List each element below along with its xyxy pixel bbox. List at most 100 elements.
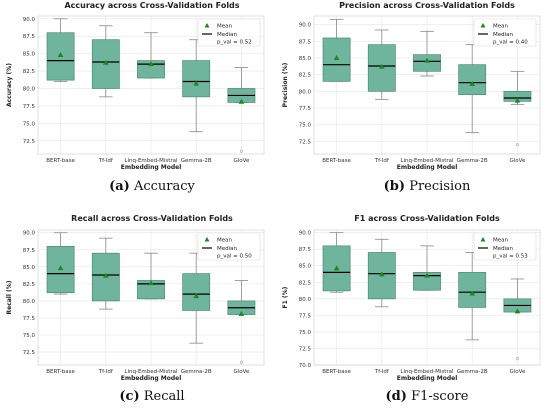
box-linq-embed-mistral [413,54,441,72]
mean-marker [333,55,340,60]
plot-area [37,229,265,366]
x-tick-label: Gemma-2B [457,158,488,164]
legend-median-label: Median [493,32,514,38]
mean-marker [514,97,521,103]
y-tick-label: 90.0 [299,23,312,29]
caption-text: Precision [405,179,471,194]
y-tick-label: 87.5 [23,34,36,40]
y-tick-label: 77.5 [23,316,36,322]
legend-pval-label: p_val = 0.52 [217,40,252,46]
chart-panel-3: 72.5 75.0 77.5 80.0 82.5 85.0 87.5 90.0 BERT-bas… [6,214,265,404]
x-tick-label: Tf-Idf [374,369,390,375]
y-tick-label: 82.5 [23,69,36,75]
legend-mean-label: Mean [217,24,232,30]
y-tick-label: 72.5 [23,139,36,145]
legend-mean-marker [204,237,210,242]
caption-letter: (c) [119,389,139,404]
legend: Mean Median p_val = 0.40 [473,18,537,47]
y-tick-label: 80.0 [299,89,312,95]
x-tick-label: Gemma-2B [457,369,488,375]
outlier-point [515,143,519,147]
mean-marker [424,57,430,63]
x-axis-label: Embedding Model [121,375,182,382]
chart-title: F1 across Cross-Validation Folds [354,214,500,223]
y-tick-label: 75.0 [23,121,36,127]
x-tick-label: GloVe [509,158,525,164]
box-linq-embed-mistral [413,272,441,291]
legend-mean-label: Mean [217,238,232,244]
x-tick-label: Linq-Embed-Mistral [400,158,454,164]
mean-marker [148,280,154,286]
caption-text: F1-score [407,389,469,404]
y-axis-label: F1 (%) [282,286,289,308]
y-tick-label: 77.5 [299,313,312,319]
legend-mean-marker [204,23,210,28]
x-tick-label: Tf-Idf [98,158,114,164]
x-tick-label: Linq-Embed-Mistral [400,369,454,375]
x-tick-label: BERT-base [322,369,351,375]
caption-letter: (d) [386,389,407,404]
mean-marker [469,81,475,86]
caption-letter: (a) [109,179,130,194]
chart-title: Recall across Cross-Validation Folds [71,214,233,223]
outlier-point [239,149,243,153]
y-tick-label: 85.0 [23,52,36,58]
y-tick-label: 87.5 [23,248,36,254]
figure-caption: (c) Recall [119,389,184,404]
y-tick-label: 72.5 [23,350,36,356]
y-tick-label: 85.0 [299,264,312,270]
x-tick-label: Tf-Idf [98,369,114,375]
x-axis-label: Embedding Model [121,164,182,171]
legend-median-label: Median [493,246,514,252]
plot-area [313,229,541,366]
legend-mean-marker [480,23,486,28]
legend-median-label: Median [217,246,238,252]
x-tick-label: Linq-Embed-Mistral [124,158,178,164]
y-tick-label: 77.5 [299,106,312,112]
y-axis-label: Precision (%) [282,62,289,107]
y-tick-label: 90.0 [299,231,312,237]
figure-caption: (a) Accuracy [109,179,195,194]
y-tick-label: 90.0 [23,17,36,23]
x-tick-label: GloVe [509,369,525,375]
x-tick-label: Linq-Embed-Mistral [124,369,178,375]
y-tick-label: 87.5 [299,247,312,253]
box-gemma-2b [182,60,211,98]
x-tick-label: BERT-base [322,158,351,164]
y-tick-label: 82.5 [23,282,36,288]
y-tick-label: 75.0 [299,123,312,129]
x-tick-label: Gemma-2B [181,369,212,375]
figure-caption: (d) F1-score [386,389,469,404]
mean-marker [103,272,109,278]
y-axis-label: Accuracy (%) [6,63,13,107]
y-tick-label: 72.5 [299,346,312,352]
mean-marker [103,59,109,65]
caption-text: Accuracy [130,179,196,194]
y-tick-label: 75.0 [299,330,312,336]
y-tick-label: 85.0 [299,56,312,62]
y-tick-label: 87.5 [299,39,312,45]
chart-panel-2: 72.5 75.0 77.5 80.0 82.5 85.0 87.5 90.0 BERT-bas… [282,1,541,194]
x-tick-label: BERT-base [46,369,75,375]
legend: Mean Median p_val = 0.52 [197,18,261,47]
outlier-point [515,356,519,360]
x-tick-label: GloVe [233,369,249,375]
y-tick-label: 80.0 [299,297,312,303]
chart-panel-4: 70.0 72.5 75.0 77.5 80.0 82.5 85.0 87.5 90.0 BERT… [282,214,541,404]
box-linq-embed-mistral [137,60,165,79]
figure-caption: (b) Precision [384,179,471,194]
mean-marker [148,61,154,67]
y-tick-label: 82.5 [299,73,312,79]
mean-marker [238,98,245,104]
x-tick-label: Tf-Idf [374,158,390,164]
plot-area [313,15,541,155]
legend-median-label: Median [217,32,238,38]
legend-box [197,18,261,47]
mean-marker [238,310,245,316]
caption-text: Recall [140,389,185,404]
legend-box [197,232,261,261]
y-tick-label: 80.0 [23,86,36,92]
legend-mean-label: Mean [493,24,508,30]
mean-marker [379,271,385,277]
